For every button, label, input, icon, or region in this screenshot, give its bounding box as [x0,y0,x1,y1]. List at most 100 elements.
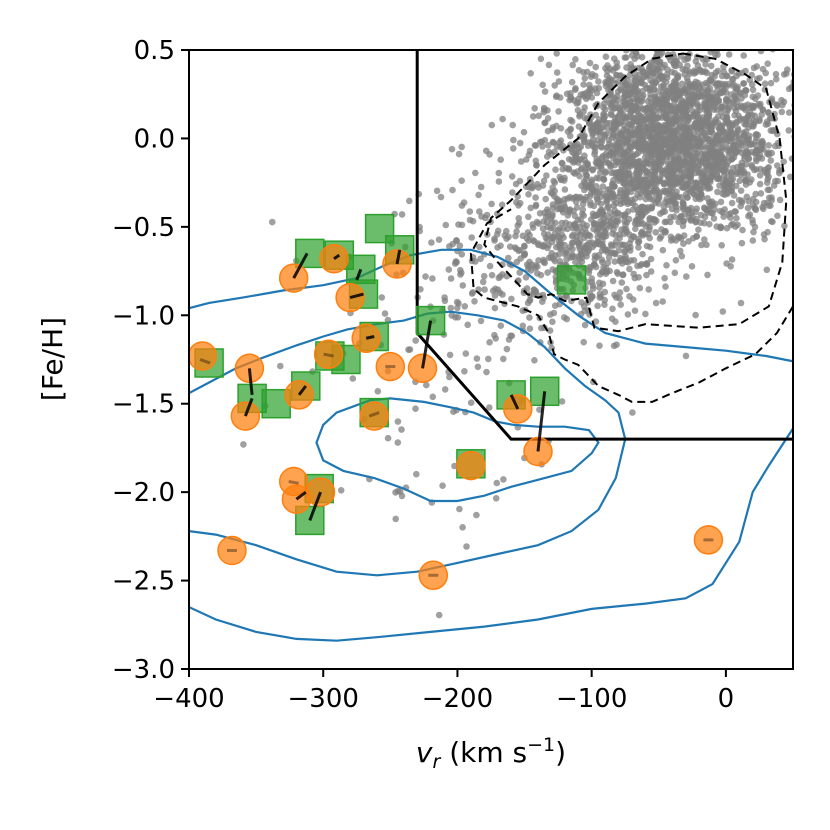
gray-point [526,314,533,321]
gray-point [707,128,714,136]
selection-boundary [415,50,793,441]
gray-point [486,151,493,158]
gray-point [516,139,524,147]
gray-point [447,275,455,282]
gray-point [455,150,463,158]
gray-point [600,268,607,276]
gray-point [632,217,640,224]
gray-point [688,123,696,131]
gray-point [574,159,582,166]
gray-point [708,95,716,103]
gray-point [672,79,680,87]
gray-point [552,219,559,227]
gray-point [621,161,628,169]
gray-point [740,169,748,177]
gray-point [723,72,730,80]
gray-point [728,39,735,46]
gray-point [640,92,647,99]
gray-point [646,243,654,251]
gray-point [670,14,677,21]
gray-point [464,321,472,329]
gray-point [539,225,547,232]
gray-point [598,139,605,146]
gray-point [675,155,683,162]
gray-point [583,252,590,260]
plot-area [189,11,804,642]
gray-point [384,434,392,442]
pair-connector [509,394,520,410]
gray-point [594,119,601,127]
gray-point [708,14,715,21]
gray-point [692,208,699,216]
gray-point [750,228,757,236]
gray-point [698,119,706,127]
gray-point [557,125,565,132]
gray-point [497,322,505,330]
gray-point [462,350,470,357]
gray-point [652,299,660,307]
gray-point [617,72,624,79]
x-axis-label-exponent: −1 [527,734,555,756]
gray-point [716,125,723,133]
orange-circle-point [375,351,406,382]
gray-point [619,260,626,267]
gray-point [614,114,621,122]
gray-point [412,337,420,344]
y-tick-label: −3.0 [112,655,175,685]
gray-point [678,129,685,136]
gray-point [596,342,603,350]
gray-point [717,39,724,46]
gray-point [621,149,629,156]
gray-point [473,355,481,362]
gray-point [672,237,680,244]
gray-point [677,122,684,130]
pair-connector [308,491,322,521]
gray-point [459,282,467,289]
gray-point [683,273,690,280]
gray-point [737,141,745,149]
gray-point [466,208,474,215]
gray-point [586,81,593,89]
gray-point [613,294,620,301]
gray-point [532,194,539,201]
gray-point [643,71,651,79]
gray-point [648,42,655,49]
gray-point [607,110,615,117]
gray-point [612,318,619,326]
gray-point [446,373,453,381]
gray-point [619,117,626,125]
gray-point [709,201,716,209]
gray-point [659,167,666,175]
orange-circle-point [313,339,344,369]
gray-point [548,42,555,49]
gray-point [726,214,734,221]
gray-point [764,228,771,236]
gray-point [723,114,731,122]
pair-connector [365,335,375,340]
gray-point [693,93,701,101]
gray-point [748,161,755,169]
gray-point [786,173,793,181]
gray-point [532,202,539,210]
gray-point [785,109,793,116]
gray-point [662,150,669,158]
gray-point [621,241,628,249]
gray-point [735,196,743,204]
gray-point [456,505,463,513]
gray-point [654,127,662,134]
gray-point [581,75,589,82]
gray-point [692,30,699,37]
gray-point [660,180,668,188]
gray-point [539,11,546,18]
gray-point [736,177,743,185]
gray-point [641,34,648,41]
gray-point [774,212,781,220]
gray-point [616,289,624,296]
gray-point [578,228,586,236]
gray-point [692,311,699,319]
gray-point [626,247,634,254]
gray-point [797,150,804,157]
gray-point [742,87,750,94]
gray-point [596,241,604,248]
gray-point [760,22,767,29]
